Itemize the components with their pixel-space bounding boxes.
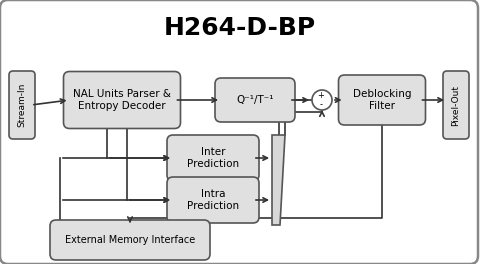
Text: Pixel-Out: Pixel-Out bbox=[452, 84, 460, 125]
FancyBboxPatch shape bbox=[50, 220, 210, 260]
Text: Inter
Prediction: Inter Prediction bbox=[187, 147, 239, 169]
FancyBboxPatch shape bbox=[63, 72, 180, 129]
FancyBboxPatch shape bbox=[9, 71, 35, 139]
Text: External Memory Interface: External Memory Interface bbox=[65, 235, 195, 245]
FancyBboxPatch shape bbox=[338, 75, 425, 125]
FancyBboxPatch shape bbox=[215, 78, 295, 122]
FancyBboxPatch shape bbox=[443, 71, 469, 139]
Text: Deblocking
Filter: Deblocking Filter bbox=[353, 89, 411, 111]
Text: +: + bbox=[318, 92, 324, 101]
Text: Q⁻¹/T⁻¹: Q⁻¹/T⁻¹ bbox=[236, 95, 274, 105]
Text: Intra
Prediction: Intra Prediction bbox=[187, 189, 239, 211]
Text: H264-D-BP: H264-D-BP bbox=[164, 16, 316, 40]
Text: Stream-In: Stream-In bbox=[17, 83, 26, 127]
Polygon shape bbox=[272, 135, 285, 225]
FancyBboxPatch shape bbox=[167, 135, 259, 181]
Circle shape bbox=[312, 90, 332, 110]
Text: NAL Units Parser &
Entropy Decoder: NAL Units Parser & Entropy Decoder bbox=[73, 89, 171, 111]
FancyBboxPatch shape bbox=[167, 177, 259, 223]
Text: -: - bbox=[320, 101, 323, 110]
